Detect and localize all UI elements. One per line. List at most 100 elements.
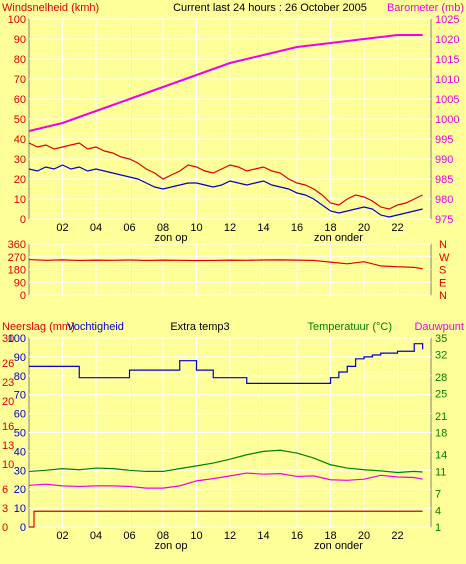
barometer-right-y-tick: 985 (435, 174, 453, 186)
humidity-left-y-tick: 90 (14, 352, 26, 364)
humidity-left-y-tick: 70 (14, 390, 26, 402)
wind-panel-x-tick: 10 (190, 222, 202, 234)
rain-y-tick: 10 (2, 459, 14, 471)
barometer-right-y-tick: 1015 (435, 54, 459, 66)
temp-panel-x-tick: 04 (90, 530, 102, 542)
temperature-right-y-tick: 28 (435, 372, 447, 384)
wind-left-y-tick: 90 (14, 34, 26, 46)
humidity-left-y-tick: 10 (14, 503, 26, 515)
wind-left-y-tick: 10 (14, 194, 26, 206)
temp-panel-x-tick: 08 (157, 530, 169, 542)
wind-panel-x-tick: 20 (358, 222, 370, 234)
barometer-right-y-tick: 1010 (435, 74, 459, 86)
rain-y-tick: 16 (2, 421, 14, 433)
direction-left-y-tick: 0 (20, 290, 26, 302)
temp-panel-x-sublabel: zon onder (314, 540, 363, 552)
direction-left-y-tick: 360 (8, 239, 26, 251)
temp-panel-x-tick: 20 (358, 530, 370, 542)
wind-left-y-tick: 100 (8, 14, 26, 26)
barometer-right-y-tick: 990 (435, 154, 453, 166)
wind-left-y-tick: 20 (14, 174, 26, 186)
barometer-right-y-tick: 980 (435, 194, 453, 206)
barometer-right-y-tick: 975 (435, 214, 453, 226)
wind-avg-line (28, 164, 423, 218)
humidity-left-y-tick: 60 (14, 409, 26, 421)
direction-left-y-tick: 270 (8, 252, 26, 264)
wind-panel-x-tick: 18 (324, 222, 336, 234)
wind-left-y-tick: 40 (14, 134, 26, 146)
temperature-right-y-tick: 35 (435, 333, 447, 345)
rain-y-tick: 23 (2, 377, 14, 389)
temperature-line (28, 449, 423, 474)
wind-panel-x-tick: 12 (224, 222, 236, 234)
rain-y-tick: 26 (2, 358, 14, 370)
humidity-header: Vochtigheid (67, 321, 124, 333)
dewpoint-header: Dauwpunt (414, 321, 464, 333)
wind-left-y-tick: 30 (14, 154, 26, 166)
temp-panel-x-tick: 18 (324, 530, 336, 542)
temp-panel-x-tick: 10 (190, 530, 202, 542)
direction-compass-label: E (439, 277, 446, 289)
wind-panel-x-tick: 02 (56, 222, 68, 234)
barometer-line (28, 34, 423, 132)
wind-left-y-tick: 70 (14, 74, 26, 86)
direction-left-y-tick: 180 (8, 265, 26, 277)
wind-panel-x-tick: 06 (123, 222, 135, 234)
temperature-right-y-tick: 11 (435, 466, 446, 478)
direction-left-y-tick: 90 (14, 277, 26, 289)
wind-panel-x-sublabel: zon onder (314, 232, 363, 244)
wind-panel-x-tick: 22 (391, 222, 403, 234)
temperature-right-y-tick: 32 (435, 350, 447, 362)
temperature-right-y-tick: 21 (435, 411, 447, 423)
temp-panel-x-tick: 12 (224, 530, 236, 542)
humidity-left-y-tick: 80 (14, 371, 26, 383)
temperature-right-y-tick: 7 (435, 489, 441, 501)
barometer-right-y-tick: 1000 (435, 114, 459, 126)
barometer-right-y-tick: 1025 (435, 14, 459, 26)
wind-direction-line (28, 258, 423, 270)
wind-panel-x-tick: 04 (90, 222, 102, 234)
temp-panel-x-tick: 14 (257, 530, 269, 542)
humidity-line (29, 343, 424, 384)
humidity-left-y-tick: 100 (8, 333, 26, 345)
rain-line (29, 510, 423, 528)
wind-panel-x-tick: 16 (291, 222, 303, 234)
temperature-right-y-tick: 18 (435, 428, 447, 440)
direction-compass-label: S (439, 265, 446, 277)
temp-panel-x-sublabel: zon op (154, 540, 187, 552)
temp-panel-x-tick: 16 (291, 530, 303, 542)
temperature-right-y-tick: 14 (435, 450, 447, 462)
humidity-left-y-tick: 0 (20, 522, 26, 534)
dewpoint-line (28, 472, 423, 489)
rain-y-tick: 0 (2, 522, 8, 534)
humidity-left-y-tick: 40 (14, 446, 26, 458)
wind-left-y-tick: 80 (14, 54, 26, 66)
direction-compass-label: W (439, 252, 450, 264)
direction-compass-label: N (439, 290, 447, 302)
humidity-left-y-tick: 30 (14, 465, 26, 477)
temp-panel-x-tick: 02 (56, 530, 68, 542)
temp-panel-x-tick: 22 (391, 530, 403, 542)
barometer-right-y-tick: 995 (435, 134, 453, 146)
rain-y-tick: 30 (2, 333, 14, 345)
humidity-left-y-tick: 20 (14, 484, 26, 496)
wind-left-y-tick: 60 (14, 94, 26, 106)
wind-panel-x-tick: 08 (157, 222, 169, 234)
wind-left-y-tick: 0 (20, 214, 26, 226)
rain-y-tick: 20 (2, 396, 14, 408)
temperature-right-y-tick: 1 (435, 522, 441, 534)
temperature-right-y-tick: 4 (435, 505, 441, 517)
barometer-right-y-tick: 1020 (435, 34, 459, 46)
barometer-right-y-tick: 1005 (435, 94, 459, 106)
wind-header-center: Current last 24 hours : 26 October 2005 (173, 2, 367, 14)
humidity-left-y-tick: 50 (14, 428, 26, 440)
wind-header-right: Barometer (mb) (387, 2, 464, 14)
temp-panel-x-tick: 06 (123, 530, 135, 542)
temperature-right-y-tick: 25 (435, 389, 447, 401)
wind-header-left: Windsnelheid (kmh) (2, 2, 99, 14)
temperature-header: Temperatuur (°C) (308, 321, 392, 333)
wind-left-y-tick: 50 (14, 114, 26, 126)
rain-y-tick: 3 (2, 503, 8, 515)
